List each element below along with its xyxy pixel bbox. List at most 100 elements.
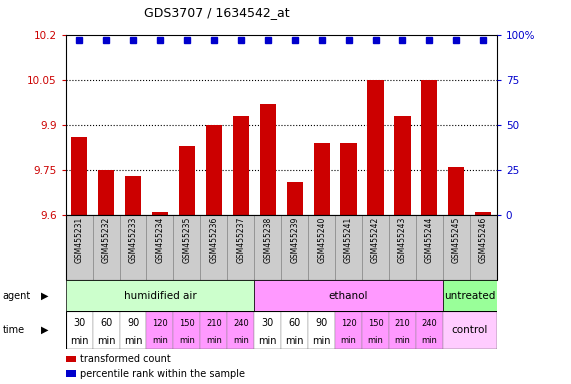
- Text: GSM455246: GSM455246: [479, 217, 488, 263]
- Bar: [254, 280, 443, 311]
- Text: GSM455239: GSM455239: [290, 217, 299, 263]
- Bar: [200, 311, 227, 349]
- Bar: [362, 215, 389, 280]
- Text: GDS3707 / 1634542_at: GDS3707 / 1634542_at: [144, 6, 289, 19]
- Bar: [287, 182, 303, 215]
- Bar: [200, 215, 227, 280]
- Text: 30: 30: [262, 318, 274, 328]
- Bar: [93, 215, 119, 280]
- Bar: [174, 215, 200, 280]
- Text: GSM455245: GSM455245: [452, 217, 461, 263]
- Text: ▶: ▶: [41, 291, 49, 301]
- Bar: [147, 215, 174, 280]
- Text: min: min: [312, 336, 331, 346]
- Text: 210: 210: [206, 319, 222, 328]
- Bar: [206, 125, 222, 215]
- Text: min: min: [286, 336, 304, 346]
- Text: GSM455234: GSM455234: [155, 217, 164, 263]
- Text: min: min: [206, 336, 222, 346]
- Bar: [66, 280, 254, 311]
- Text: min: min: [179, 336, 195, 346]
- Text: transformed count: transformed count: [80, 354, 171, 364]
- Bar: [93, 311, 119, 349]
- Bar: [389, 311, 416, 349]
- Text: ▶: ▶: [41, 325, 49, 335]
- Text: 240: 240: [233, 319, 249, 328]
- Bar: [448, 167, 464, 215]
- Text: min: min: [395, 336, 411, 346]
- Bar: [335, 215, 362, 280]
- Text: GSM455243: GSM455243: [398, 217, 407, 263]
- Bar: [152, 212, 168, 215]
- Text: GSM455238: GSM455238: [263, 217, 272, 263]
- Bar: [443, 280, 497, 311]
- Bar: [179, 146, 195, 215]
- Text: GSM455233: GSM455233: [128, 217, 138, 263]
- Text: control: control: [452, 325, 488, 335]
- Text: min: min: [341, 336, 356, 346]
- Text: 150: 150: [179, 319, 195, 328]
- Bar: [227, 215, 254, 280]
- Text: min: min: [368, 336, 384, 346]
- Text: 240: 240: [421, 319, 437, 328]
- Bar: [147, 311, 174, 349]
- Text: min: min: [152, 336, 168, 346]
- Bar: [340, 143, 357, 215]
- Text: GSM455244: GSM455244: [425, 217, 434, 263]
- Bar: [254, 311, 281, 349]
- Text: GSM455242: GSM455242: [371, 217, 380, 263]
- Bar: [443, 215, 470, 280]
- Text: ethanol: ethanol: [329, 291, 368, 301]
- Bar: [416, 215, 443, 280]
- Text: min: min: [97, 336, 115, 346]
- Text: time: time: [3, 325, 25, 335]
- Bar: [308, 215, 335, 280]
- Text: min: min: [259, 336, 277, 346]
- Bar: [71, 137, 87, 215]
- Bar: [367, 79, 384, 215]
- Text: 90: 90: [127, 318, 139, 328]
- Bar: [389, 215, 416, 280]
- Text: min: min: [124, 336, 142, 346]
- Text: 120: 120: [152, 319, 168, 328]
- Text: agent: agent: [3, 291, 31, 301]
- Bar: [362, 311, 389, 349]
- Text: 60: 60: [100, 318, 112, 328]
- Bar: [174, 311, 200, 349]
- Bar: [98, 170, 114, 215]
- Text: 150: 150: [368, 319, 383, 328]
- Text: GSM455232: GSM455232: [102, 217, 111, 263]
- Bar: [421, 79, 437, 215]
- Text: 210: 210: [395, 319, 411, 328]
- Bar: [260, 104, 276, 215]
- Text: min: min: [70, 336, 89, 346]
- Text: GSM455236: GSM455236: [210, 217, 218, 263]
- Bar: [416, 311, 443, 349]
- Bar: [335, 311, 362, 349]
- Bar: [281, 215, 308, 280]
- Bar: [443, 311, 497, 349]
- Text: 60: 60: [288, 318, 301, 328]
- Text: humidified air: humidified air: [123, 291, 196, 301]
- Text: GSM455231: GSM455231: [75, 217, 83, 263]
- Bar: [119, 215, 147, 280]
- Text: 30: 30: [73, 318, 85, 328]
- Bar: [470, 215, 497, 280]
- Text: percentile rank within the sample: percentile rank within the sample: [80, 369, 245, 379]
- Text: 120: 120: [341, 319, 356, 328]
- Bar: [308, 311, 335, 349]
- Text: GSM455240: GSM455240: [317, 217, 326, 263]
- Bar: [125, 176, 141, 215]
- Text: 90: 90: [316, 318, 328, 328]
- Text: GSM455237: GSM455237: [236, 217, 246, 263]
- Bar: [313, 143, 329, 215]
- Bar: [254, 215, 281, 280]
- Text: GSM455241: GSM455241: [344, 217, 353, 263]
- Text: GSM455235: GSM455235: [182, 217, 191, 263]
- Bar: [66, 215, 93, 280]
- Text: untreated: untreated: [444, 291, 496, 301]
- Text: min: min: [421, 336, 437, 346]
- Bar: [233, 116, 249, 215]
- Text: min: min: [233, 336, 249, 346]
- Bar: [227, 311, 254, 349]
